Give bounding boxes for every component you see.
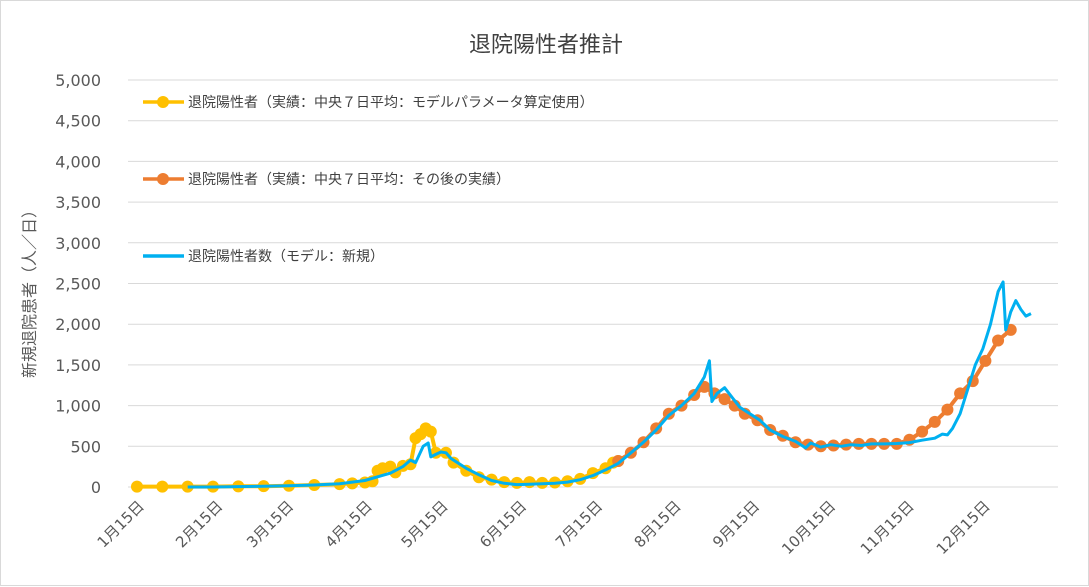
data-point bbox=[979, 354, 992, 367]
y-axis: 0 500 1,000 1,500 2,000 2,500 3,000 3,500 4,000 4… bbox=[55, 71, 101, 497]
x-tick-label: 2月15日 bbox=[172, 497, 226, 551]
legend: 退院陽性者（実績：中央７日平均：モデルパラメータ算定使用） 退院陽性者（実績：中央… bbox=[143, 94, 594, 265]
x-tick-label: 11月15日 bbox=[857, 497, 918, 558]
data-point bbox=[992, 334, 1005, 347]
legend-label: 退院陽性者（実績：中央７日平均：モデルパラメータ算定使用） bbox=[188, 94, 594, 111]
y-tick-label: 3,500 bbox=[55, 193, 101, 212]
y-tick-label: 4,000 bbox=[55, 152, 101, 171]
y-tick-label: 0 bbox=[91, 478, 101, 497]
legend-label: 退院陽性者数（モデル：新規） bbox=[188, 248, 384, 265]
series-line bbox=[187, 280, 1032, 489]
data-point bbox=[941, 403, 954, 416]
x-tick-label: 12月15日 bbox=[933, 497, 994, 558]
data-point bbox=[181, 480, 194, 493]
x-tick-label: 8月15日 bbox=[631, 497, 685, 551]
x-tick-label: 5月15日 bbox=[398, 497, 452, 551]
series-line bbox=[617, 328, 1012, 463]
x-tick-label: 9月15日 bbox=[709, 497, 763, 551]
legend-marker bbox=[157, 96, 169, 108]
x-tick-label: 6月15日 bbox=[476, 497, 530, 551]
data-point bbox=[131, 480, 143, 493]
y-tick-label: 4,500 bbox=[55, 112, 101, 131]
legend-item: 退院陽性者数（モデル：新規） bbox=[143, 248, 384, 265]
data-point bbox=[916, 425, 929, 438]
y-tick-label: 1,500 bbox=[55, 356, 101, 375]
x-tick-label: 10月15日 bbox=[778, 497, 839, 558]
legend-item: 退院陽性者（実績：中央７日平均：その後の実績） bbox=[143, 172, 510, 188]
y-tick-label: 500 bbox=[70, 437, 101, 456]
grid-lines bbox=[128, 79, 1058, 488]
data-point bbox=[523, 476, 536, 489]
y-tick-label: 5,000 bbox=[55, 71, 101, 90]
data-point bbox=[424, 425, 437, 438]
y-axis-label: 新規退院患者（人／日） bbox=[20, 202, 39, 378]
data-point bbox=[718, 393, 731, 406]
data-point bbox=[954, 387, 967, 400]
x-tick-label: 4月15日 bbox=[322, 497, 376, 551]
series-3 bbox=[187, 280, 1032, 489]
y-tick-label: 2,000 bbox=[55, 315, 101, 334]
x-tick-label: 3月15日 bbox=[243, 497, 297, 551]
plot-area bbox=[131, 280, 1032, 493]
legend-label: 退院陽性者（実績：中央７日平均：その後の実績） bbox=[188, 172, 510, 188]
legend-item: 退院陽性者（実績：中央７日平均：モデルパラメータ算定使用） bbox=[143, 94, 594, 111]
y-tick-label: 3,000 bbox=[55, 234, 101, 253]
chart-title: 退院陽性者推計 bbox=[469, 33, 623, 58]
data-point bbox=[156, 480, 169, 493]
y-tick-label: 1,000 bbox=[55, 397, 101, 416]
legend-marker bbox=[157, 173, 169, 185]
data-point bbox=[928, 415, 941, 428]
x-tick-label: 1月15日 bbox=[94, 497, 148, 551]
x-tick-label: 7月15日 bbox=[552, 497, 606, 551]
y-tick-label: 2,500 bbox=[55, 275, 101, 294]
x-axis: 1月15日 2月15日 3月15日 4月15日 5月15日 6月15日 7月15日 8月15日… bbox=[94, 497, 994, 558]
